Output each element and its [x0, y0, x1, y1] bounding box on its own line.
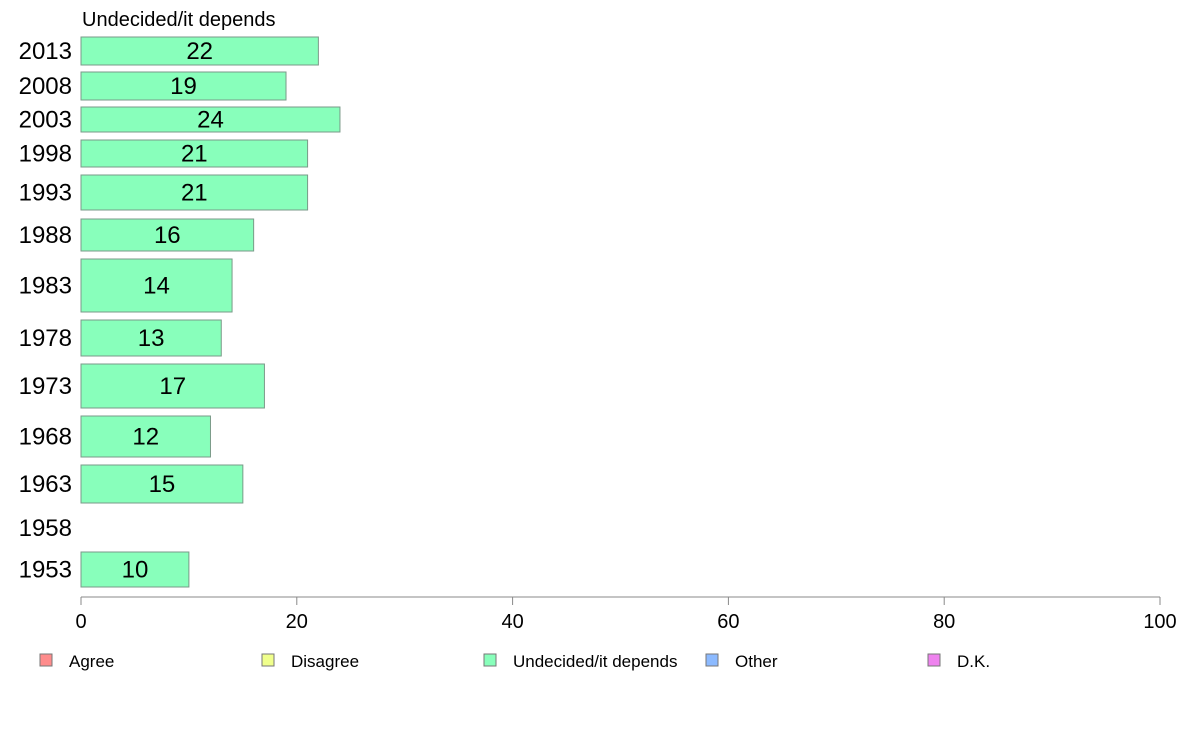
- bar-value-label: 10: [122, 557, 149, 584]
- bar-value-label: 19: [170, 73, 197, 100]
- bar: [80, 551, 190, 588]
- bar-value-label: 21: [181, 141, 208, 168]
- legend-swatch: [261, 653, 275, 667]
- legend-swatch: [483, 653, 497, 667]
- y-tick-label: 1988: [19, 222, 72, 249]
- bar-value-label: 16: [154, 222, 181, 249]
- bar-value-label: 21: [181, 180, 208, 207]
- y-tick-label: 1953: [19, 557, 72, 584]
- bar: [80, 319, 222, 357]
- bar-group: 2013 22 2008 19 2003 24 1998 21 1993 21 1988 16 1983…: [19, 36, 341, 588]
- legend-swatch: [705, 653, 719, 667]
- bar: [80, 415, 211, 458]
- legend-swatch: [927, 653, 941, 667]
- bar-value-label: 24: [197, 107, 224, 134]
- legend-swatch: [39, 653, 53, 667]
- y-tick-label: 2008: [19, 73, 72, 100]
- bar: [80, 258, 233, 313]
- y-tick-label: 1998: [19, 141, 72, 168]
- y-tick-label: 1963: [19, 471, 72, 498]
- legend-label: Undecided/it depends: [513, 652, 677, 671]
- y-tick-label: 2013: [19, 38, 72, 65]
- bar-value-label: 12: [132, 424, 159, 451]
- chart-title: Undecided/it depends: [82, 9, 275, 31]
- legend-label: Other: [735, 652, 778, 671]
- bar-value-label: 14: [143, 273, 170, 300]
- y-tick-label: 1978: [19, 325, 72, 352]
- legend-label: Disagree: [291, 652, 359, 671]
- y-tick-label: 1993: [19, 180, 72, 207]
- bar: [80, 464, 244, 504]
- y-tick-label: 1968: [19, 424, 72, 451]
- bar: [80, 218, 255, 252]
- legend: Agree Disagree Undecided/it depends Other D.…: [39, 652, 990, 671]
- bar-value-label: 22: [186, 38, 213, 65]
- x-tick-label: 0: [75, 611, 86, 633]
- legend-label: Agree: [69, 652, 114, 671]
- bar-value-label: 17: [159, 373, 186, 400]
- bar: [80, 363, 265, 409]
- x-tick-label: 20: [286, 611, 308, 633]
- y-tick-label: 1958: [19, 515, 72, 542]
- legend-label: D.K.: [957, 652, 990, 671]
- x-axis: 0 20 40 60 80 100: [75, 596, 1177, 633]
- y-tick-label: 1983: [19, 273, 72, 300]
- bar: [80, 36, 319, 66]
- bar-value-label: 13: [138, 325, 165, 352]
- x-tick-label: 100: [1143, 611, 1176, 633]
- bar: [80, 139, 309, 168]
- bar: [80, 106, 341, 133]
- x-tick-label: 60: [717, 611, 739, 633]
- y-tick-label: 1973: [19, 373, 72, 400]
- bar: [80, 71, 287, 101]
- bar-value-label: 15: [149, 471, 176, 498]
- x-tick-label: 80: [933, 611, 955, 633]
- x-tick-label: 40: [501, 611, 523, 633]
- bar: [80, 174, 309, 211]
- y-tick-label: 2003: [19, 107, 72, 134]
